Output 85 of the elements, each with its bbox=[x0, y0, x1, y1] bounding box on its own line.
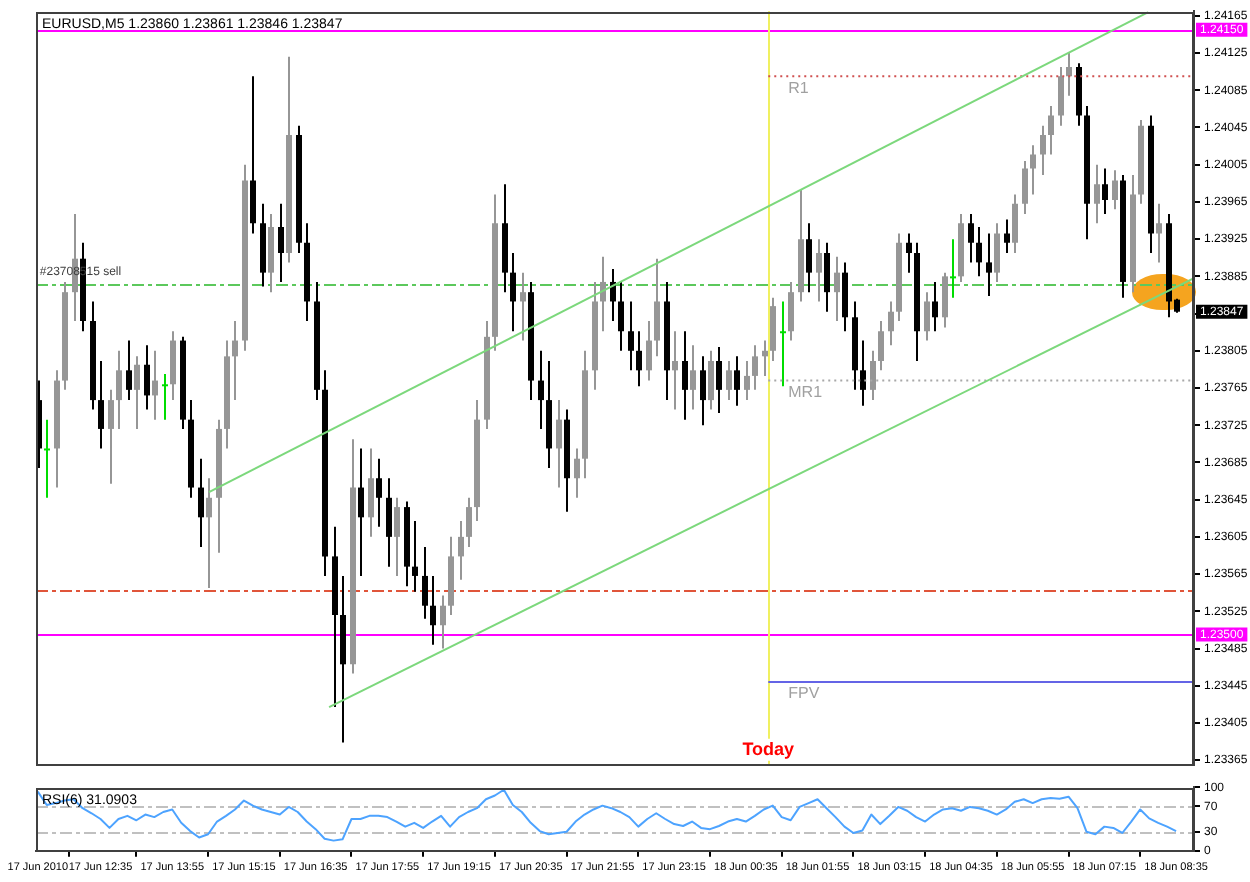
candlestick bbox=[250, 75, 256, 235]
candlestick bbox=[780, 300, 786, 388]
candlestick bbox=[144, 344, 150, 411]
candlestick bbox=[376, 457, 382, 528]
candlestick bbox=[386, 477, 392, 568]
series-label: FPV bbox=[788, 684, 821, 703]
candlestick bbox=[198, 457, 204, 549]
candlestick bbox=[752, 344, 758, 391]
candlestick bbox=[440, 594, 446, 650]
candlestick bbox=[394, 496, 400, 577]
candlestick bbox=[932, 280, 938, 333]
candlestick bbox=[1156, 202, 1162, 264]
candlestick bbox=[682, 330, 688, 421]
candlestick bbox=[422, 546, 428, 620]
candlestick bbox=[458, 520, 464, 581]
candlestick bbox=[1022, 159, 1028, 216]
series-label: R1 bbox=[788, 78, 810, 97]
candlestick bbox=[44, 418, 50, 499]
candlestick bbox=[510, 252, 516, 333]
candlestick bbox=[834, 255, 840, 323]
candlestick bbox=[842, 261, 848, 333]
candlestick bbox=[98, 360, 104, 450]
candlestick bbox=[1012, 193, 1018, 255]
candlestick bbox=[942, 271, 948, 329]
candlestick bbox=[278, 202, 284, 283]
candlestick bbox=[806, 222, 812, 294]
candlestick bbox=[690, 344, 696, 411]
candlestick bbox=[950, 238, 956, 299]
candlestick bbox=[538, 349, 544, 430]
candlestick bbox=[708, 349, 714, 411]
candlestick bbox=[412, 520, 418, 593]
candlestick bbox=[1004, 218, 1010, 255]
candlestick bbox=[636, 330, 642, 388]
candlestick bbox=[116, 349, 122, 430]
candlestick bbox=[1030, 144, 1036, 196]
candlestick bbox=[824, 241, 830, 313]
candlestick bbox=[162, 373, 168, 421]
candlestick bbox=[986, 232, 992, 297]
candlestick bbox=[574, 447, 580, 499]
candlestick bbox=[672, 330, 678, 411]
candlestick bbox=[108, 388, 114, 485]
candlestick bbox=[368, 447, 374, 538]
candlestick bbox=[762, 339, 768, 377]
candlestick bbox=[716, 346, 722, 415]
candlestick bbox=[358, 447, 364, 577]
candlestick bbox=[134, 355, 140, 430]
candlestick bbox=[788, 280, 794, 342]
candlestick bbox=[1066, 52, 1072, 97]
candlestick bbox=[1094, 163, 1100, 225]
candlestick bbox=[906, 232, 912, 274]
candlestick bbox=[654, 257, 660, 358]
candlestick bbox=[646, 320, 652, 382]
candlestick bbox=[924, 291, 930, 342]
candlestick bbox=[770, 296, 776, 363]
candlestick bbox=[520, 271, 526, 342]
candlestick bbox=[968, 213, 974, 264]
candlestick bbox=[888, 300, 894, 347]
candlestick bbox=[466, 496, 472, 549]
candlestick bbox=[1040, 124, 1046, 176]
candlestick bbox=[126, 339, 132, 402]
candlestick bbox=[744, 360, 750, 402]
candlestick bbox=[734, 355, 740, 407]
candlestick bbox=[976, 226, 982, 278]
candlestick bbox=[860, 339, 866, 407]
candlestick bbox=[556, 399, 562, 489]
candlestick bbox=[170, 330, 176, 402]
candlestick bbox=[1058, 66, 1064, 127]
candlestick bbox=[618, 280, 624, 352]
candlestick bbox=[206, 477, 212, 590]
candlestick bbox=[1102, 167, 1108, 216]
candlestick bbox=[994, 222, 1000, 283]
ref-line-label: Today bbox=[742, 738, 795, 759]
candlestick bbox=[700, 355, 706, 427]
candlestick bbox=[628, 300, 634, 372]
candlestick bbox=[726, 360, 732, 402]
candlestick bbox=[232, 320, 238, 402]
series-label: MR1 bbox=[788, 382, 824, 401]
candlestick bbox=[430, 574, 436, 646]
candlestick bbox=[268, 213, 274, 294]
candlestick bbox=[878, 320, 884, 372]
candlestick bbox=[1112, 169, 1118, 211]
candlestick bbox=[1048, 105, 1054, 156]
candlestick bbox=[816, 238, 822, 303]
candlestick bbox=[870, 349, 876, 402]
candlestick bbox=[152, 349, 158, 421]
